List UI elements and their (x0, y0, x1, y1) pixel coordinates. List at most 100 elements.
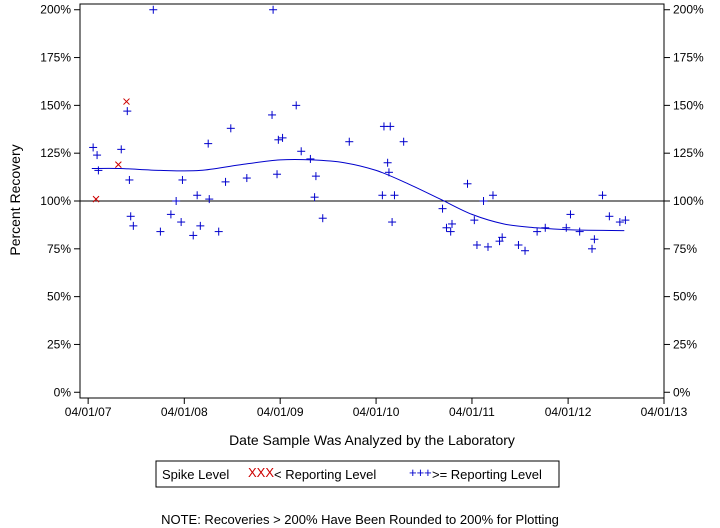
point-above-reporting-level (378, 191, 387, 200)
point-above-reporting-level (498, 233, 507, 242)
x-tick-label: 04/01/07 (65, 405, 112, 419)
point-above-reporting-level (541, 223, 550, 232)
point-above-reporting-level (345, 137, 354, 146)
point-above-reporting-level (129, 221, 138, 230)
point-above-reporting-level (196, 221, 205, 230)
point-above-reporting-level (193, 191, 202, 200)
trend-line-group (91, 158, 625, 232)
y-tick-label-left: 150% (40, 98, 71, 112)
y-tick-label-left: 75% (47, 242, 71, 256)
point-above-reporting-level (598, 191, 607, 200)
y-tick-label-right: 200% (673, 3, 704, 17)
point-above-reporting-level (125, 175, 134, 184)
point-above-reporting-level (533, 227, 542, 236)
point-above-reporting-level (446, 227, 455, 236)
point-above-reporting-level (189, 231, 198, 240)
point-above-reporting-level (479, 197, 488, 205)
point-above-reporting-level (156, 227, 165, 236)
point-above-reporting-level (126, 212, 135, 221)
point-above-reporting-level (386, 122, 395, 131)
point-above-reporting-level (221, 177, 230, 186)
trend-line (91, 158, 625, 232)
y-tick-label-left: 200% (40, 3, 71, 17)
point-above-reporting-level (483, 242, 492, 251)
y-tick-label-left: 125% (40, 146, 71, 160)
point-above-reporting-level (575, 227, 584, 236)
x-tick-label: 04/01/11 (449, 405, 495, 419)
point-above-reporting-level (514, 240, 523, 249)
point-above-reporting-level (383, 158, 392, 167)
point-above-reporting-level (447, 219, 456, 228)
y-tick-label-right: 100% (673, 194, 704, 208)
point-above-reporting-level (438, 204, 447, 213)
point-above-reporting-level (472, 240, 481, 249)
x-tick-label: 04/01/08 (161, 405, 208, 419)
y-tick-label-right: 25% (673, 337, 697, 351)
point-above-reporting-level (488, 191, 497, 200)
point-above-reporting-level (94, 166, 103, 175)
point-above-reporting-level (242, 174, 251, 183)
legend-label-above: >= Reporting Level (432, 467, 542, 482)
point-above-reporting-level (562, 223, 571, 232)
y-tick-label-left: 25% (47, 337, 71, 351)
point-above-reporting-level (297, 147, 306, 156)
point-above-reporting-level (588, 244, 597, 253)
y-tick-label-right: 0% (673, 385, 691, 399)
y-tick-label-right: 75% (673, 242, 697, 256)
y-tick-label-left: 100% (40, 194, 71, 208)
y-tick-label-right: 125% (673, 146, 704, 160)
plot-note: NOTE: Recoveries > 200% Have Been Rounde… (161, 512, 559, 527)
point-above-reporting-level (310, 193, 319, 202)
x-axis-title: Date Sample Was Analyzed by the Laborato… (229, 432, 515, 448)
point-above-reporting-level (399, 137, 408, 146)
y-tick-label-right: 50% (673, 290, 697, 304)
x-tick-label: 04/01/10 (353, 405, 400, 419)
point-above-reporting-level (89, 143, 98, 152)
point-above-reporting-level (278, 133, 287, 142)
x-tick-label: 04/01/13 (641, 405, 688, 419)
x-axis: 04/01/07 04/01/08 04/01/09 04/01/10 04/01/11… (65, 398, 688, 419)
point-above-reporting-level (590, 235, 599, 244)
point-above-reporting-level (292, 101, 301, 110)
y-tick-label-right: 150% (673, 98, 704, 112)
legend-title: Spike Level (162, 467, 229, 482)
point-above-reporting-level (306, 154, 315, 163)
point-above-reporting-level (166, 210, 175, 219)
point-above-reporting-level (268, 110, 277, 119)
point-above-reporting-level (388, 218, 397, 227)
point-above-reporting-level (273, 170, 282, 179)
point-below-reporting-level (115, 161, 122, 169)
y-tick-label-left: 0% (54, 385, 72, 399)
point-above-reporting-level (269, 5, 278, 14)
point-above-reporting-level (566, 210, 575, 219)
point-above-reporting-level (205, 195, 214, 204)
legend-label-below: < Reporting Level (274, 467, 376, 482)
point-above-reporting-level (117, 145, 126, 154)
point-above-reporting-level (384, 168, 393, 177)
point-above-reporting-level (463, 179, 472, 188)
point-above-reporting-level (521, 246, 530, 255)
point-above-reporting-level (178, 175, 187, 184)
point-above-reporting-level (123, 107, 132, 116)
point-above-reporting-level (318, 214, 327, 223)
legend-box (155, 460, 560, 488)
point-below-reporting-level (123, 98, 130, 105)
point-above-reporting-level (214, 227, 223, 236)
y-tick-label-left: 50% (47, 290, 71, 304)
point-above-reporting-level (204, 139, 213, 148)
data-points-group (89, 5, 630, 255)
y-axis-right: 0% 25% 50% 75% 100% 125% 150% 175% 200% (664, 3, 704, 399)
point-above-reporting-level (311, 172, 320, 181)
point-above-reporting-level (172, 197, 181, 205)
point-below-reporting-level (92, 195, 100, 203)
y-axis-left: 0% 25% 50% 75% 100% 125% 150% 175% 200% (40, 3, 80, 399)
point-above-reporting-level (605, 212, 614, 221)
point-above-reporting-level (621, 216, 630, 225)
y-tick-label-left: 175% (40, 51, 71, 65)
point-above-reporting-level (93, 151, 102, 160)
point-above-reporting-level (442, 223, 451, 232)
x-tick-label: 04/01/09 (257, 405, 304, 419)
point-above-reporting-level (149, 5, 158, 14)
point-above-reporting-level (177, 218, 186, 227)
